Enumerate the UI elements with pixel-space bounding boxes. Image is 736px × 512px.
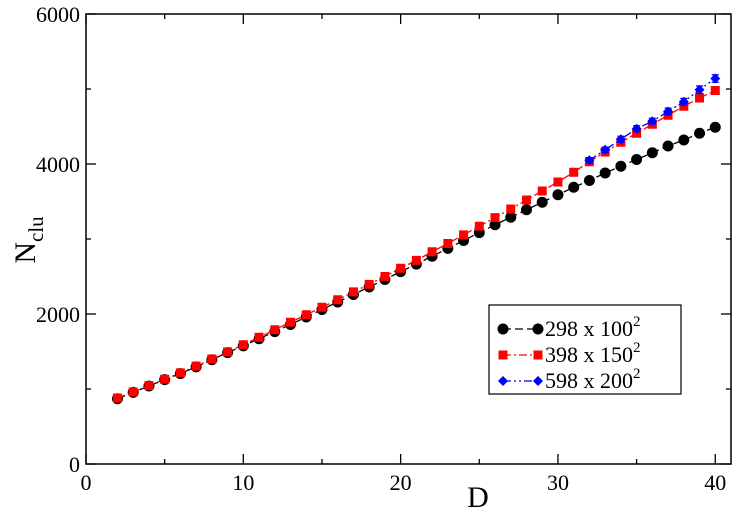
series-3: [584, 73, 721, 166]
y-tick-label: 2000: [36, 302, 80, 327]
legend-label-sup: 2: [633, 314, 641, 330]
data-point: [600, 144, 611, 155]
legend-label: 598 x 2002: [545, 366, 641, 393]
data-point: [536, 196, 548, 208]
data-point: [380, 272, 390, 281]
legend-label-main: 398 x 150: [545, 342, 633, 367]
data-point: [709, 121, 721, 133]
data-point: [647, 116, 658, 127]
y-axis-label: Nclu: [9, 216, 48, 264]
legend-box: [488, 304, 682, 395]
data-point: [678, 134, 690, 146]
data-point: [569, 167, 579, 177]
data-point: [710, 86, 720, 95]
legend-label-main: 298 x 100: [545, 316, 633, 341]
data-point: [411, 255, 421, 265]
data-point: [583, 175, 595, 186]
y-tick-label: 0: [69, 452, 80, 477]
legend-marker: [498, 376, 508, 386]
data-point: [694, 127, 706, 139]
legend-item-1: 298 x 1002: [497, 314, 641, 341]
data-point: [191, 361, 201, 371]
legend-label-sup: 2: [633, 340, 641, 356]
series-2: [112, 86, 720, 403]
x-tick-label: 0: [81, 470, 92, 495]
data-point: [615, 134, 626, 145]
data-point: [396, 263, 406, 273]
x-tick-label: 10: [232, 470, 254, 495]
data-point: [552, 189, 564, 201]
legend-marker: [533, 350, 543, 360]
legend-marker: [532, 323, 544, 335]
data-point: [678, 96, 689, 107]
legend-label-sup: 2: [633, 366, 641, 382]
x-tick-label: 20: [390, 470, 412, 495]
axis-ticks: [85, 13, 731, 465]
legend-marker: [533, 376, 543, 386]
data-point: [427, 247, 437, 257]
data-point: [238, 340, 248, 350]
y-tick-label: 4000: [36, 152, 80, 177]
data-point: [505, 211, 517, 223]
data-point: [364, 279, 374, 289]
plot-area: [85, 13, 732, 465]
data-point: [662, 140, 674, 152]
data-point: [506, 204, 516, 214]
data-point: [286, 317, 296, 327]
data-point: [474, 221, 484, 231]
data-point: [443, 239, 453, 248]
legend-label: 298 x 1002: [545, 314, 641, 341]
data-point: [646, 147, 658, 159]
data-point: [112, 393, 122, 403]
data-point: [694, 84, 705, 95]
data-point: [615, 160, 627, 172]
data-point: [160, 374, 170, 384]
series-layer: [111, 73, 721, 405]
data-point: [490, 213, 500, 223]
data-point: [207, 354, 217, 364]
series-line: [117, 89, 716, 399]
data-point: [520, 204, 532, 216]
data-point: [568, 181, 580, 193]
data-point: [301, 310, 311, 320]
x-tick-label: 40: [704, 470, 726, 495]
data-point: [521, 195, 531, 205]
x-axis-label: D: [467, 481, 489, 512]
data-point: [317, 302, 327, 312]
legend-marker: [498, 350, 508, 360]
data-point: [710, 73, 721, 84]
y-tick-label: 6000: [36, 2, 80, 27]
data-point: [537, 186, 547, 196]
data-point: [144, 381, 154, 391]
legend-item-2: 398 x 1502: [498, 340, 641, 367]
y-axis-label-main: N: [9, 242, 42, 264]
y-axis-label-sub: clu: [24, 216, 48, 242]
data-point: [663, 106, 674, 117]
legend-marker: [497, 323, 509, 335]
axis-tick-labels: 0 10 20 30 40 0 2000 4000 6000: [36, 2, 726, 495]
data-point: [553, 177, 563, 187]
data-point: [584, 155, 595, 166]
data-point: [128, 387, 138, 397]
data-point: [223, 347, 233, 357]
data-point: [333, 295, 343, 305]
data-point: [175, 368, 185, 378]
data-point: [695, 93, 705, 103]
data-point: [599, 167, 611, 179]
data-point: [631, 154, 643, 165]
data-point: [254, 332, 264, 342]
data-point: [270, 325, 280, 335]
data-point: [459, 230, 469, 240]
data-point: [631, 123, 642, 134]
legend-item-3: 598 x 2002: [498, 366, 641, 393]
x-tick-label: 30: [547, 470, 569, 495]
legend-label-main: 598 x 200: [545, 368, 633, 393]
data-point: [348, 287, 358, 297]
legend-label: 398 x 1502: [545, 340, 641, 367]
